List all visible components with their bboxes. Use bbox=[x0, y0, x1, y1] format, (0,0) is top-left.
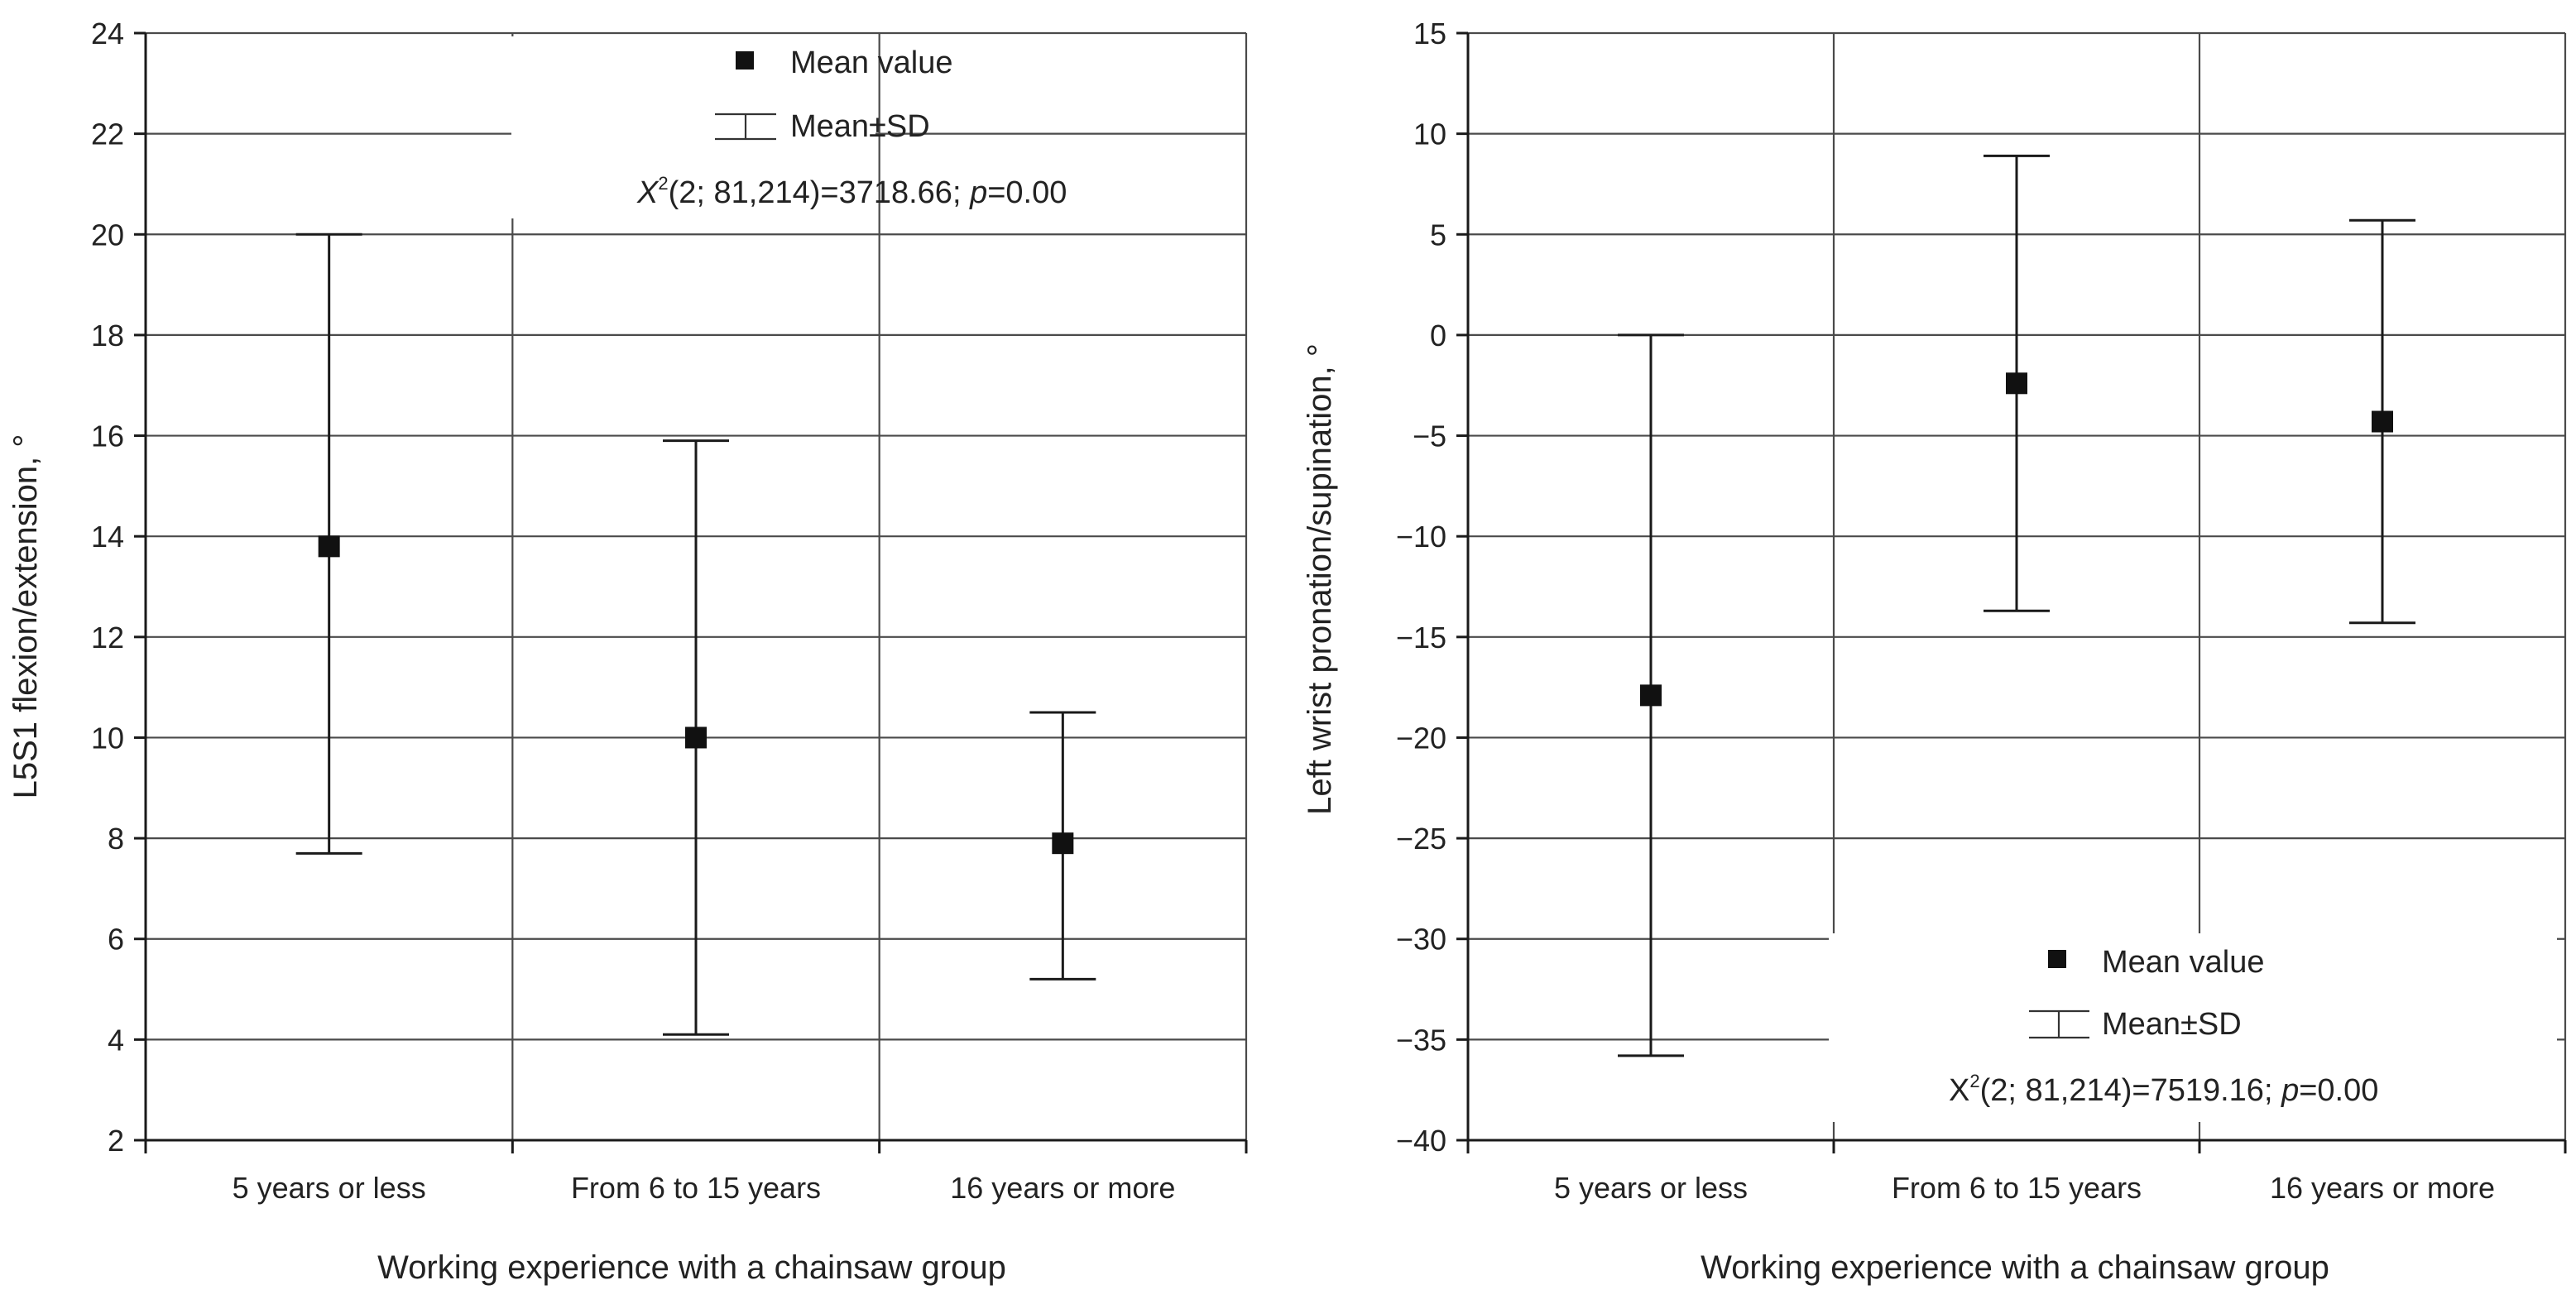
y-tick-label: 8 bbox=[108, 822, 124, 856]
legend-mean-marker bbox=[736, 51, 754, 70]
mean-marker bbox=[2006, 372, 2027, 395]
y-tick-label: 14 bbox=[91, 520, 124, 554]
y-tick-label: 22 bbox=[91, 117, 124, 151]
y-tick-label: 15 bbox=[1413, 17, 1446, 50]
legend-sd-symbol bbox=[2029, 1009, 2089, 1039]
error-bars bbox=[295, 233, 1096, 1036]
y-tick-label: 16 bbox=[91, 420, 124, 453]
mean-marker bbox=[2372, 410, 2393, 433]
x-axis-title: Working experience with a chainsaw group bbox=[1701, 1249, 2329, 1286]
y-tick-label: −20 bbox=[1396, 721, 1446, 755]
y-tick-label: −5 bbox=[1413, 420, 1446, 453]
x-axis-title: Working experience with a chainsaw group bbox=[377, 1249, 1006, 1286]
legend-mean-label: Mean value bbox=[2102, 945, 2264, 980]
category-label: 5 years or less bbox=[233, 1171, 426, 1205]
y-tick-label: 6 bbox=[108, 923, 124, 957]
error-bars bbox=[1618, 154, 2415, 1057]
y-axis-title: Left wrist pronation/supination, ° bbox=[1302, 343, 1338, 815]
y-tick-label: 0 bbox=[1430, 319, 1446, 352]
legend-sd-symbol bbox=[715, 113, 776, 141]
axes bbox=[134, 31, 1248, 1153]
y-tick-label: 5 bbox=[1430, 218, 1446, 252]
axes bbox=[1456, 31, 2567, 1153]
legend-background bbox=[1829, 933, 2557, 1122]
y-axis-title: L5S1 flexion/extension, ° bbox=[7, 434, 44, 799]
category-label: 16 years or more bbox=[950, 1171, 1175, 1205]
mean-marker bbox=[1052, 832, 1074, 855]
legend-sd-label: Mean±SD bbox=[790, 109, 930, 144]
panel-left-wrist: −40 −35 −30 −25 −20 −15 −10 −5 0 5 10 15 5 years or… bbox=[1302, 17, 2567, 1286]
legend-background bbox=[511, 36, 875, 218]
category-label: From 6 to 15 years bbox=[571, 1171, 821, 1205]
y-tick-label: −35 bbox=[1396, 1023, 1446, 1057]
legend: Mean value Mean±SD X2(2; 81,214)=7519.16… bbox=[1829, 933, 2557, 1122]
y-tick-labels: −40 −35 −30 −25 −20 −15 −10 −5 0 5 10 15 bbox=[1396, 17, 1446, 1158]
y-tick-label: −30 bbox=[1396, 923, 1446, 957]
legend-sd-label: Mean±SD bbox=[2102, 1007, 2242, 1042]
y-tick-label: 4 bbox=[108, 1023, 124, 1057]
legend-statistic: X2(2; 81,214)=7519.16; p=0.00 bbox=[1949, 1071, 2378, 1108]
y-tick-label: 10 bbox=[91, 721, 124, 755]
mean-marker bbox=[318, 535, 340, 558]
mean-marker bbox=[685, 726, 707, 749]
mean-marker bbox=[1640, 684, 1662, 707]
category-labels: 5 years or less From 6 to 15 years 16 year… bbox=[233, 1171, 1176, 1205]
y-tick-label: 10 bbox=[1413, 117, 1446, 151]
y-tick-label: −25 bbox=[1396, 822, 1446, 856]
y-tick-label: 18 bbox=[91, 319, 124, 352]
category-label: 5 years or less bbox=[1554, 1171, 1748, 1205]
legend-mean-label: Mean value bbox=[790, 46, 952, 80]
y-tick-label: −40 bbox=[1396, 1124, 1446, 1158]
y-tick-label: −15 bbox=[1396, 621, 1446, 654]
y-tick-label: 12 bbox=[91, 621, 124, 654]
category-label: 16 years or more bbox=[2270, 1171, 2495, 1205]
category-label: From 6 to 15 years bbox=[1892, 1171, 2142, 1205]
y-tick-label: 20 bbox=[91, 218, 124, 252]
y-tick-label: 24 bbox=[91, 17, 124, 50]
legend: Mean value Mean±SD X2(2; 81,214)=3718.66… bbox=[511, 36, 1067, 218]
category-labels: 5 years or less From 6 to 15 years 16 year… bbox=[1554, 1171, 2495, 1205]
y-tick-label: −10 bbox=[1396, 520, 1446, 554]
legend-statistic: X2(2; 81,214)=3718.66; p=0.00 bbox=[636, 173, 1067, 210]
legend-mean-marker bbox=[2048, 950, 2066, 968]
y-tick-label: 2 bbox=[108, 1124, 124, 1158]
